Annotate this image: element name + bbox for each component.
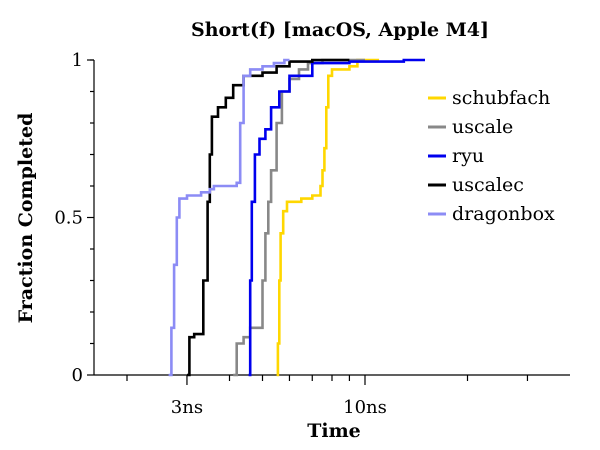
x-tick-label: 10ns [343,397,387,418]
series-line-uscalec [187,58,350,377]
series-line-ryu [248,58,425,377]
chart-title: Short(f) [macOS, Apple M4] [191,19,489,41]
series-line-dragonbox [168,58,290,377]
y-tick-label: 0.5 [54,208,83,229]
legend: schubfach uscale ryu uscalec dragonbox [428,87,555,225]
series-line-uscale [233,58,365,377]
axes: 0 0.5 1 3ns 10ns [54,50,570,418]
y-tick-label: 1 [72,50,83,71]
x-axis-label: Time [307,420,361,442]
series-lines [168,58,425,377]
legend-label-ryu: ryu [452,145,484,167]
legend-label-dragonbox: dragonbox [452,203,555,225]
series-line-schubfach [276,58,380,377]
x-tick-label: 3ns [171,397,203,418]
y-tick-label: 0 [72,365,83,386]
legend-label-uscale: uscale [452,116,513,138]
legend-label-uscalec: uscalec [452,174,524,196]
legend-label-schubfach: schubfach [452,87,550,109]
y-axis-label: Fraction Completed [15,113,37,324]
